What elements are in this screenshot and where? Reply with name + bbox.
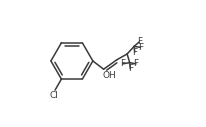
Text: F: F xyxy=(132,48,137,57)
Text: F: F xyxy=(137,37,142,46)
Text: F: F xyxy=(138,43,143,52)
Text: F: F xyxy=(128,64,133,73)
Text: OH: OH xyxy=(102,71,116,80)
Text: F: F xyxy=(133,59,139,68)
Text: F: F xyxy=(120,59,125,68)
Text: Cl: Cl xyxy=(50,91,59,100)
